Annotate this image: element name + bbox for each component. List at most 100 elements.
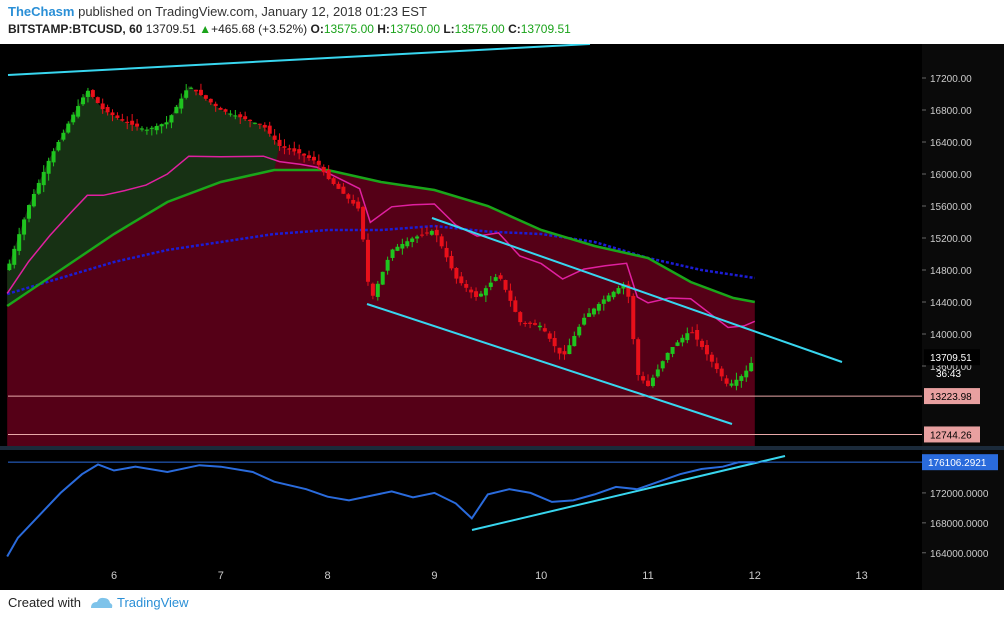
created-with-text: Created with (8, 595, 81, 610)
candle-body (356, 201, 361, 209)
cloud-area (7, 86, 755, 446)
price-tick-label: 13600.00 (930, 362, 972, 373)
candle-body (424, 232, 429, 234)
candle-body (272, 135, 277, 140)
candle-body (321, 167, 326, 173)
candle-body (100, 103, 105, 110)
candle-body (626, 284, 631, 297)
candle-body (203, 95, 208, 99)
candle-body (311, 156, 316, 161)
candle-body (365, 239, 370, 282)
candle-body (552, 337, 557, 347)
candle-body (36, 182, 41, 194)
level-1-label-bg (924, 388, 980, 405)
candle-body (233, 115, 238, 117)
level-1-label: 13223.98 (930, 392, 972, 403)
candle-body (56, 142, 61, 151)
moving-averages (6, 155, 756, 329)
change-value: +465.68 (+3.52%) (211, 22, 308, 36)
candle-body (361, 206, 366, 240)
candle-body (174, 106, 179, 114)
candle-body (218, 107, 223, 110)
candle-body (248, 119, 253, 121)
close-value: 13709.51 (520, 22, 571, 36)
tradingview-logo-icon[interactable] (88, 593, 114, 613)
candle-body (282, 146, 287, 148)
candle-body (567, 345, 572, 355)
candle-body (700, 340, 705, 347)
candle-body (380, 271, 385, 285)
channel-upper[interactable] (431, 217, 843, 363)
price-tick-label: 17200.00 (930, 74, 972, 85)
candle-body (724, 378, 729, 384)
indicator-trendline[interactable] (471, 455, 786, 531)
candle-body (410, 238, 415, 242)
candle-body (405, 241, 410, 247)
candle-body (179, 98, 184, 109)
candle-body (61, 132, 66, 140)
candle-body (130, 120, 135, 125)
candle-body (90, 90, 95, 97)
price-tick-label: 14000.00 (930, 330, 972, 341)
price-chart[interactable]: 17200.00 16800.00 16400.00 16000.00 15600.00… (0, 44, 1004, 590)
candle-body (508, 290, 513, 301)
candle-body (164, 122, 169, 125)
candle-body (331, 178, 336, 184)
candle-body (302, 153, 307, 156)
author-name[interactable]: TheChasm (8, 4, 75, 19)
candle-body (420, 234, 425, 236)
candle-body (429, 230, 434, 235)
candle-body (316, 160, 321, 165)
candle-body (690, 332, 695, 334)
candle-body (262, 124, 267, 128)
candle-body (390, 249, 395, 258)
candle-body (267, 125, 272, 134)
candle-body (547, 333, 552, 339)
candle-body (469, 289, 474, 293)
tradingview-link[interactable]: TradingView (117, 595, 189, 610)
price-tick-label: 14800.00 (930, 266, 972, 277)
candle-body (537, 325, 542, 328)
candle-body (503, 280, 508, 290)
trendline-top[interactable] (7, 44, 591, 76)
close-label: C: (508, 22, 521, 36)
x-tick-label: 6 (111, 570, 117, 582)
open-label: O: (310, 22, 324, 36)
candle-body (375, 283, 380, 297)
candle-body (22, 219, 27, 235)
pane-divider[interactable] (0, 446, 1004, 450)
candle-body (439, 236, 444, 247)
channel-lower[interactable] (366, 303, 733, 425)
candle-body (307, 155, 312, 159)
candle-body (257, 123, 262, 125)
candle-body (115, 115, 120, 118)
trendlines[interactable] (7, 44, 843, 531)
candle-body (444, 247, 449, 258)
candle-body (744, 370, 749, 378)
candle-body (213, 103, 218, 107)
price-tick-label: 15600.00 (930, 202, 972, 213)
candle-body (474, 291, 479, 297)
candle-body (41, 171, 46, 186)
candle-body (655, 369, 660, 377)
candle-body (616, 288, 621, 294)
candle-body (685, 333, 690, 341)
open-value: 13575.00 (323, 22, 374, 36)
candle-body (287, 148, 292, 150)
candle-body (714, 363, 719, 370)
low-value: 13575.00 (454, 22, 505, 36)
candle-body (7, 263, 12, 271)
last-price-label: 13709.51 (930, 353, 972, 364)
x-tick-label: 12 (749, 570, 761, 582)
candle-body (95, 97, 100, 104)
indicator-line (6, 461, 755, 557)
candle-body (51, 151, 56, 163)
candle-body (351, 199, 356, 204)
candle-body (739, 376, 744, 381)
candle-body (71, 114, 76, 123)
indicator-pane (6, 461, 922, 557)
bull-cloud (7, 86, 280, 306)
candle-body (12, 248, 17, 265)
magenta-line (6, 155, 756, 329)
price-tick-label: 14400.00 (930, 298, 972, 309)
